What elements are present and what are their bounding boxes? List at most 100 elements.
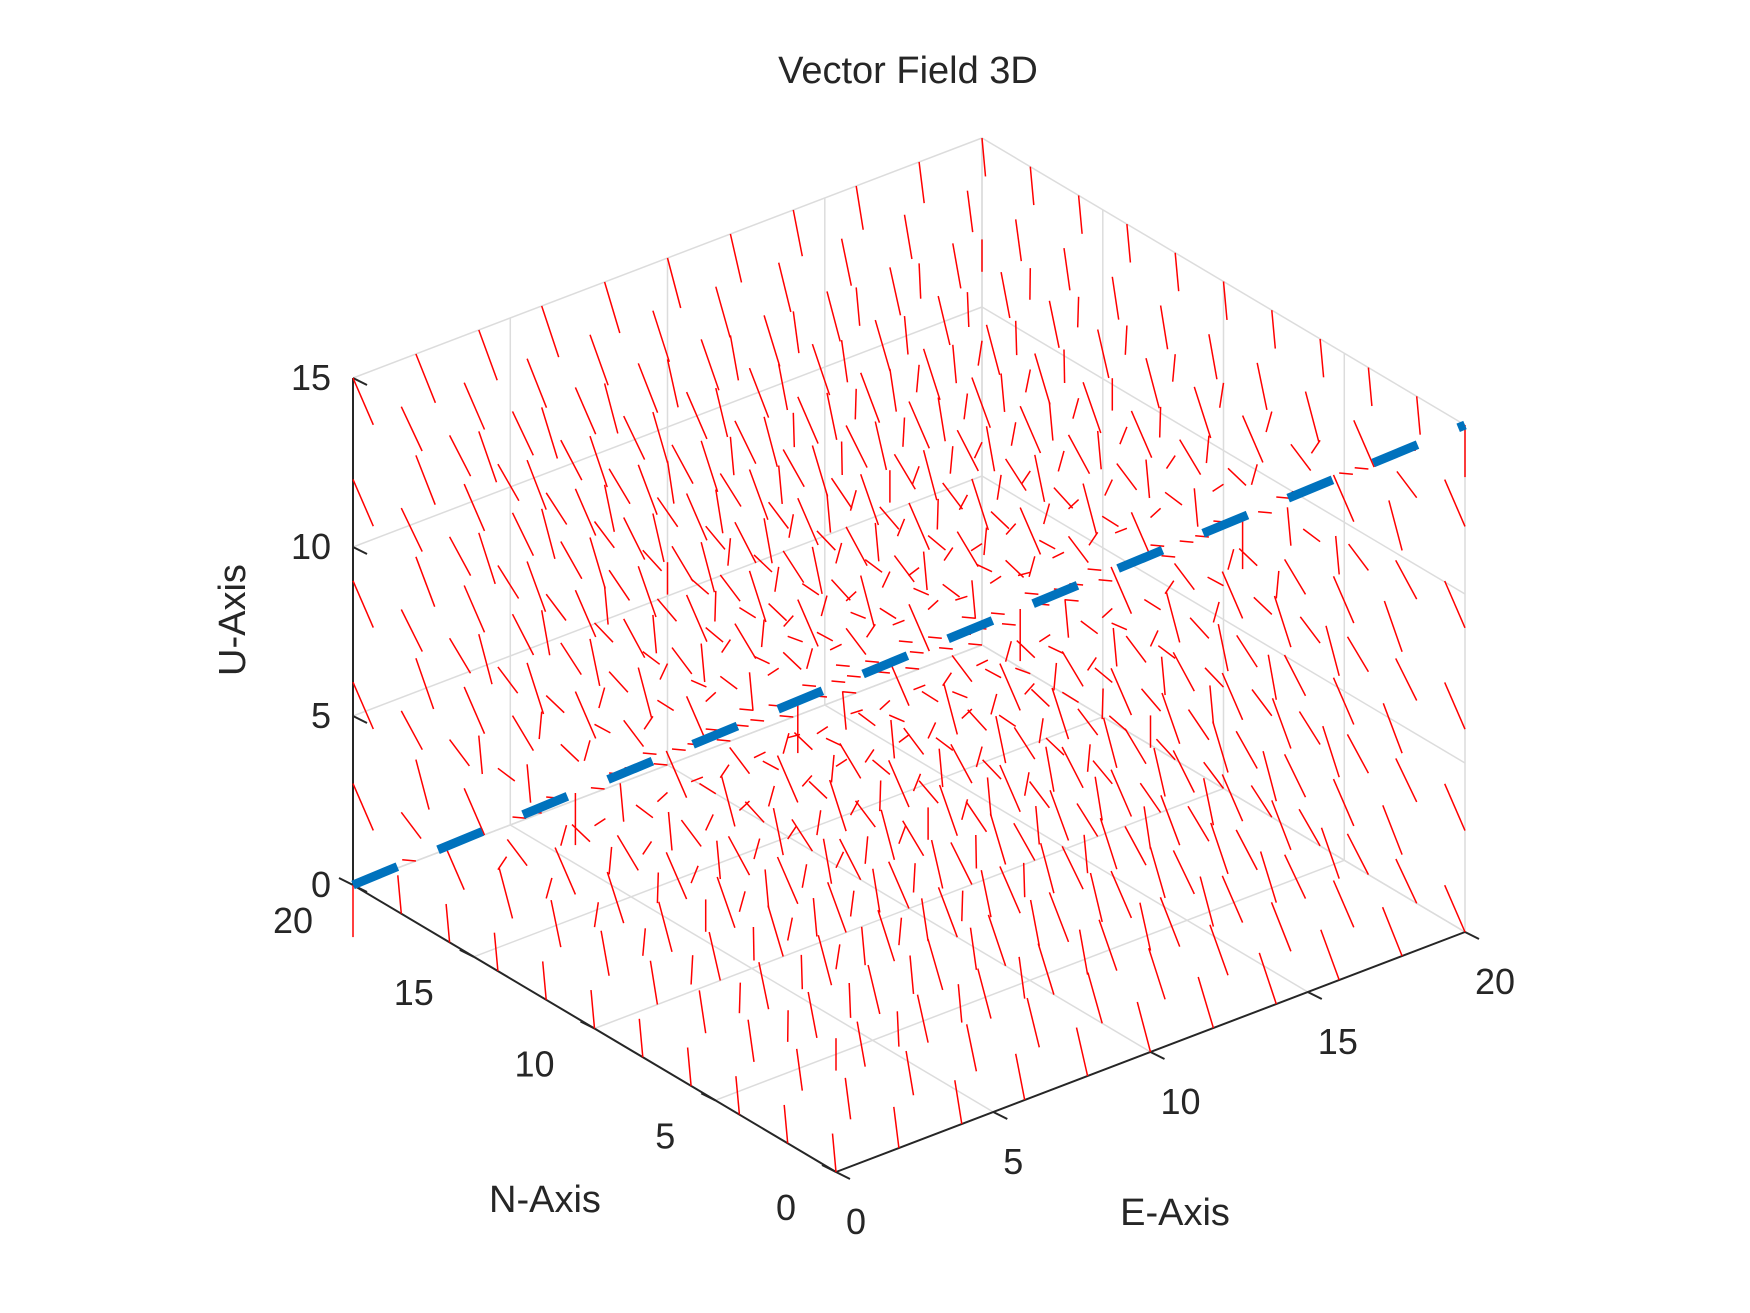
vector-arrow xyxy=(690,776,704,783)
vector-arrow xyxy=(1076,296,1080,328)
vector-arrow xyxy=(961,890,964,922)
vector-arrow xyxy=(1227,548,1235,570)
vector-arrow xyxy=(1143,598,1161,611)
vector-arrow xyxy=(1179,439,1202,475)
vector-arrow xyxy=(1098,578,1113,582)
vector-arrow xyxy=(846,674,861,678)
n-axis-tick-label: 10 xyxy=(514,1044,554,1085)
vector-arrow xyxy=(879,607,897,620)
vector-arrow xyxy=(957,984,963,1023)
vector-arrow xyxy=(511,715,535,751)
vector-arrow xyxy=(912,773,922,792)
vector-arrow xyxy=(720,776,736,827)
vector-arrow xyxy=(415,455,436,505)
vector-arrow xyxy=(642,928,647,956)
vector-arrow xyxy=(1346,636,1370,673)
vector-arrow xyxy=(865,623,876,638)
vector-arrow xyxy=(889,267,902,316)
vector-arrow xyxy=(990,511,1010,530)
vector-arrow xyxy=(1395,758,1418,803)
vector-arrow xyxy=(922,450,938,501)
vector-arrow xyxy=(787,733,801,739)
vector-arrow xyxy=(1139,782,1162,813)
vector-arrow xyxy=(1325,625,1340,676)
e-axis-tick xyxy=(992,1111,1008,1120)
vector-arrow xyxy=(657,699,675,712)
vector-arrow xyxy=(996,474,1002,500)
vector-arrow xyxy=(1124,728,1147,765)
vector-arrow xyxy=(1265,411,1273,433)
vector-arrow xyxy=(716,738,731,742)
vector-arrow xyxy=(855,287,861,326)
vector-arrow xyxy=(593,521,615,549)
vector-arrow xyxy=(1221,774,1244,822)
vector-arrow xyxy=(1284,854,1307,899)
vector-arrow xyxy=(1005,559,1025,578)
vector-arrow xyxy=(1061,845,1084,890)
vector-arrow xyxy=(795,1048,804,1091)
vector-arrow xyxy=(849,890,855,917)
vector-arrow xyxy=(448,637,472,674)
vector-arrow xyxy=(909,650,924,654)
vector-arrow xyxy=(637,363,659,413)
vector-arrow xyxy=(864,748,875,763)
vector-arrow xyxy=(478,735,484,775)
grid-line xyxy=(473,716,1104,958)
vector-arrow xyxy=(952,691,968,699)
vector-arrow xyxy=(1111,276,1120,320)
vector-arrow xyxy=(1000,373,1006,412)
vector-arrow xyxy=(590,990,596,1029)
vector-arrow xyxy=(652,310,671,363)
vector-arrow xyxy=(967,709,988,731)
vector-arrow xyxy=(589,435,608,488)
vector-arrow xyxy=(714,590,717,622)
vector-arrow xyxy=(352,377,374,426)
vector-arrow xyxy=(1045,746,1055,792)
vector-arrow xyxy=(839,838,862,881)
n-axis-tick xyxy=(338,877,354,886)
vector-arrow xyxy=(1332,778,1355,827)
vector-arrow xyxy=(835,758,848,768)
vector-arrow xyxy=(402,858,416,862)
vector-arrow xyxy=(1078,929,1089,975)
vector-arrow xyxy=(1396,470,1418,499)
vector-arrow xyxy=(1042,503,1051,525)
vector-arrow xyxy=(927,722,937,739)
vector-arrow xyxy=(909,955,915,994)
vector-arrow xyxy=(1395,858,1418,904)
vector-arrow xyxy=(937,397,946,442)
vector-arrow xyxy=(560,642,582,676)
vector-arrow xyxy=(753,751,766,759)
vector-arrow xyxy=(825,737,842,747)
vector-arrow xyxy=(779,714,794,718)
vector-arrow xyxy=(830,579,851,601)
vector-arrow xyxy=(970,542,983,552)
vector-arrow xyxy=(1218,382,1225,408)
vector-arrow xyxy=(963,393,969,420)
vector-arrow xyxy=(748,469,769,521)
vector-arrow xyxy=(608,846,613,875)
vector-arrow xyxy=(937,887,959,938)
vector-arrow xyxy=(1005,523,1017,535)
vector-arrow xyxy=(856,1021,866,1067)
vector-arrow xyxy=(1053,487,1074,509)
vector-arrow xyxy=(1077,195,1083,234)
vector-arrow xyxy=(1029,166,1035,206)
vector-arrow xyxy=(797,599,819,647)
vector-arrow xyxy=(835,664,850,668)
vector-arrow xyxy=(975,834,978,869)
vector-arrow xyxy=(748,570,767,623)
vector-arrow xyxy=(1063,247,1071,291)
vector-arrow xyxy=(583,740,591,762)
vector-arrow xyxy=(1172,651,1195,692)
vector-arrow xyxy=(1034,353,1051,405)
vector-arrow xyxy=(872,868,881,913)
vector-arrow xyxy=(1179,540,1194,544)
vector-arrow xyxy=(1173,562,1195,591)
vector-arrow xyxy=(989,813,1007,865)
vector-arrow xyxy=(589,537,606,589)
vector-arrow xyxy=(526,358,548,408)
u-axis-tick-label: 5 xyxy=(311,695,331,736)
vector-arrow xyxy=(649,960,659,1005)
